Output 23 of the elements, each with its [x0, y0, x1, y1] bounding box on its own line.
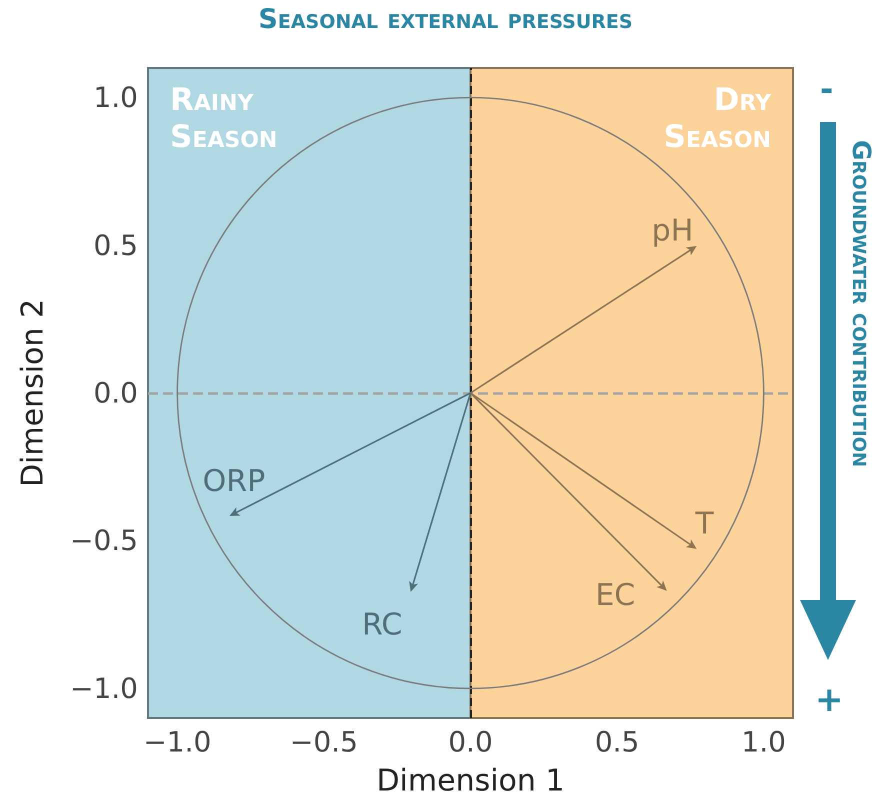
band-label: Rainy Season: [170, 82, 278, 156]
x-tick-label: −1.0: [143, 726, 212, 758]
y-axis-title: Dimension 2: [16, 298, 50, 488]
text: Groundwater contribution: [847, 140, 876, 468]
x-tick-label: 1.0: [741, 726, 786, 758]
chart-title: Seasonal external pressures: [257, 4, 634, 35]
y-tick-label: 0.5: [93, 228, 138, 262]
x-tick-label: −0.5: [290, 726, 358, 758]
series-label: T: [694, 506, 714, 542]
x-tick-label: 0.5: [594, 726, 640, 758]
y-tick-label: −1.0: [70, 672, 138, 705]
y-tick-label: 1.0: [93, 81, 138, 114]
series-label: RC: [362, 608, 402, 643]
y-tick-label: 0.0: [93, 376, 138, 410]
series-label: EC: [595, 578, 636, 613]
text: +: [815, 680, 844, 720]
x-axis-title: Dimension 1: [376, 764, 565, 798]
series-label: ORP: [202, 464, 266, 500]
band-label: Dry Season: [664, 82, 771, 156]
y-tick-label: −0.5: [70, 524, 138, 558]
text: -: [820, 70, 834, 108]
series-label: pH: [652, 213, 694, 248]
x-tick-label: 0.0: [448, 726, 493, 758]
